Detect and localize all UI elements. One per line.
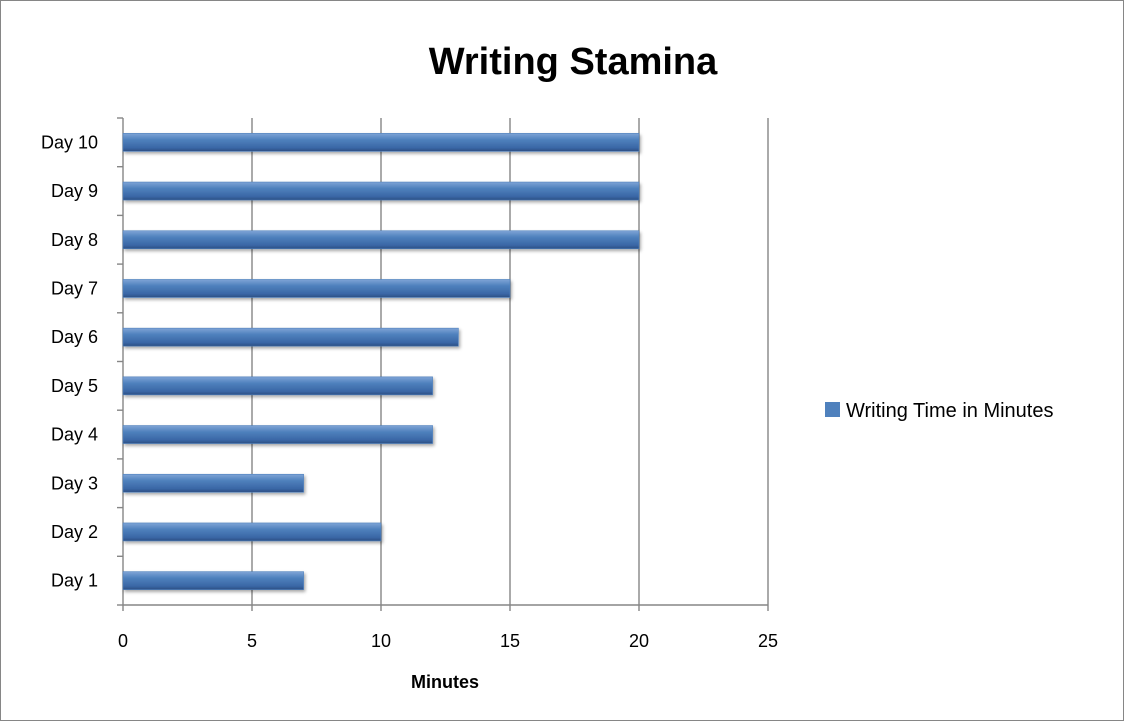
category-label: Day 5 bbox=[51, 376, 98, 396]
bar-day-4 bbox=[122, 425, 433, 444]
bars bbox=[122, 133, 640, 590]
x-tick-label: 5 bbox=[247, 631, 257, 651]
legend-swatch bbox=[825, 402, 840, 417]
category-label: Day 4 bbox=[51, 425, 98, 445]
x-tick-label: 15 bbox=[500, 631, 520, 651]
bar-day-5 bbox=[122, 376, 433, 396]
bar-day-6 bbox=[122, 327, 459, 347]
bar-day-2 bbox=[122, 522, 382, 542]
chart-title: Writing Stamina bbox=[429, 41, 718, 83]
category-label: Day 6 bbox=[51, 327, 98, 347]
category-label: Day 7 bbox=[51, 278, 98, 298]
x-tick-label: 25 bbox=[758, 631, 778, 651]
bar-day-7 bbox=[122, 279, 511, 298]
category-label: Day 3 bbox=[51, 473, 98, 493]
legend-label: Writing Time in Minutes bbox=[846, 400, 1053, 422]
bar-day-9 bbox=[122, 181, 640, 201]
x-axis-title: Minutes bbox=[411, 672, 479, 692]
category-label: Day 10 bbox=[41, 132, 98, 152]
x-tick-label: 0 bbox=[118, 631, 128, 651]
legend: Writing Time in Minutes bbox=[825, 400, 1053, 422]
bar-day-3 bbox=[122, 473, 304, 493]
category-labels: Day 1 Day 2 Day 3 Day 4 Day 5 Day 6 Day 7 Day 8… bbox=[41, 132, 98, 590]
category-label: Day 1 bbox=[51, 571, 98, 591]
category-label: Day 8 bbox=[51, 230, 98, 250]
bar-day-1 bbox=[122, 571, 304, 590]
bar-day-8 bbox=[122, 230, 640, 250]
category-label: Day 2 bbox=[51, 522, 98, 542]
value-labels: 0 5 10 15 20 25 bbox=[118, 631, 778, 651]
x-tick-label: 20 bbox=[629, 631, 649, 651]
category-label: Day 9 bbox=[51, 181, 98, 201]
x-tick-label: 10 bbox=[371, 631, 391, 651]
bar-day-10 bbox=[122, 133, 640, 152]
